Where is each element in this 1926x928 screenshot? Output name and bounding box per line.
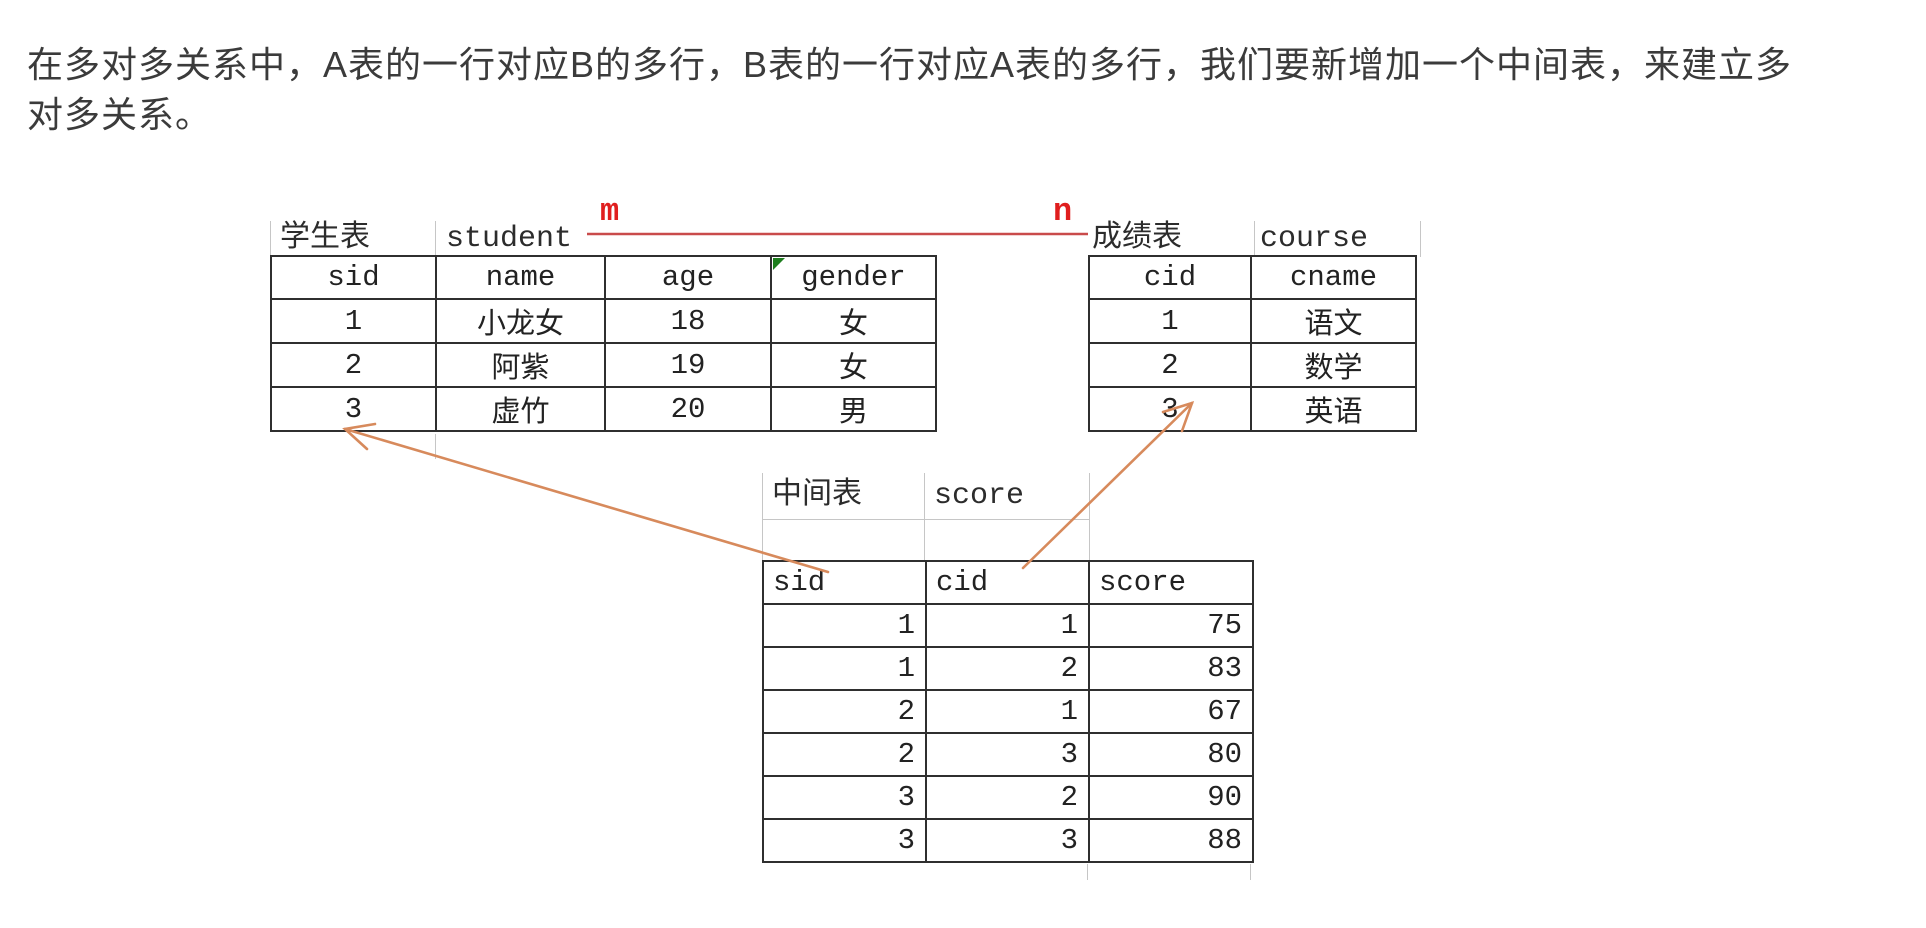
middle-header-row: sid cid score xyxy=(762,560,1254,605)
table-cell: 数学 xyxy=(1250,342,1417,388)
table-cell: 67 xyxy=(1088,689,1254,734)
gridline-tick xyxy=(435,434,436,459)
column-header: cname xyxy=(1250,255,1417,300)
table-row: 2 3 80 xyxy=(762,732,1254,777)
table-cell: 1 xyxy=(925,689,1090,734)
table-cell: 20 xyxy=(604,386,772,432)
middle-table-label-en: score xyxy=(934,479,1025,513)
relation-n-label: n xyxy=(1053,193,1073,230)
table-cell: 小龙女 xyxy=(435,298,606,344)
gridline-tick xyxy=(1087,864,1088,880)
column-header: name xyxy=(435,255,606,300)
column-header: score xyxy=(1088,560,1254,605)
table-cell: 虚竹 xyxy=(435,386,606,432)
table-cell: 88 xyxy=(1088,818,1254,863)
column-header: gender xyxy=(770,255,937,300)
gridline-tick xyxy=(1250,864,1251,880)
table-cell: 3 xyxy=(925,818,1090,863)
middle-table: sid cid score 1 1 75 1 2 83 2 1 67 2 3 8… xyxy=(762,560,1254,863)
course-header-row: cid cname xyxy=(1088,255,1417,300)
column-header: sid xyxy=(762,560,927,605)
table-cell: 1 xyxy=(270,298,437,344)
table-cell: 1 xyxy=(762,603,927,648)
column-header: sid xyxy=(270,255,437,300)
table-cell: 90 xyxy=(1088,775,1254,820)
table-cell: 18 xyxy=(604,298,772,344)
table-cell: 英语 xyxy=(1250,386,1417,432)
student-header-row: sid name age gender xyxy=(270,255,937,300)
table-row: 3 英语 xyxy=(1088,386,1417,432)
table-row: 2 数学 xyxy=(1088,342,1417,388)
column-header: cid xyxy=(1088,255,1252,300)
table-row: 3 2 90 xyxy=(762,775,1254,820)
table-row: 1 语文 xyxy=(1088,298,1417,344)
table-cell: 3 xyxy=(925,732,1090,777)
column-header: cid xyxy=(925,560,1090,605)
relation-m-label: m xyxy=(600,193,620,230)
table-cell: 女 xyxy=(770,298,937,344)
course-table-label-cn: 成绩表 xyxy=(1088,221,1255,257)
table-cell: 3 xyxy=(270,386,437,432)
table-cell: 3 xyxy=(762,775,927,820)
table-cell: 1 xyxy=(1088,298,1252,344)
table-cell: 2 xyxy=(1088,342,1252,388)
gridline-tick xyxy=(763,519,1089,520)
course-table: cid cname 1 语文 2 数学 3 英语 xyxy=(1088,255,1417,432)
table-row: 3 3 88 xyxy=(762,818,1254,863)
table-cell: 83 xyxy=(1088,646,1254,691)
arrow-to-student-sid-3 xyxy=(342,422,830,574)
table-cell: 男 xyxy=(770,386,937,432)
table-cell: 2 xyxy=(762,689,927,734)
table-cell: 19 xyxy=(604,342,772,388)
table-cell: 1 xyxy=(925,603,1090,648)
middle-table-label-box: 中间表 score xyxy=(762,473,1090,561)
table-cell: 3 xyxy=(762,818,927,863)
table-cell: 2 xyxy=(762,732,927,777)
gridline-tick xyxy=(924,473,925,561)
table-cell: 2 xyxy=(270,342,437,388)
table-cell: 75 xyxy=(1088,603,1254,648)
student-table-label-en: student xyxy=(435,221,611,257)
column-header: age xyxy=(604,255,772,300)
table-cell: 语文 xyxy=(1250,298,1417,344)
table-cell: 女 xyxy=(770,342,937,388)
student-table-label-cn: 学生表 xyxy=(270,221,445,257)
table-row: 2 阿紫 19 女 xyxy=(270,342,937,388)
table-row: 1 2 83 xyxy=(762,646,1254,691)
table-cell: 3 xyxy=(1088,386,1252,432)
table-cell: 2 xyxy=(925,775,1090,820)
student-table: sid name age gender 1 小龙女 18 女 2 阿紫 19 女… xyxy=(270,255,937,432)
middle-table-label-cn: 中间表 xyxy=(772,479,862,513)
course-table-label-en: course xyxy=(1250,221,1421,257)
table-row: 3 虚竹 20 男 xyxy=(270,386,937,432)
paragraph-line-2: 对多关系。 xyxy=(27,94,213,135)
table-row: 1 小龙女 18 女 xyxy=(270,298,937,344)
paragraph-line-1: 在多对多关系中，A表的一行对应B的多行，B表的一行对应A表的多行，我们要新增加一… xyxy=(27,44,1793,85)
table-cell: 1 xyxy=(762,646,927,691)
table-row: 2 1 67 xyxy=(762,689,1254,734)
table-row: 1 1 75 xyxy=(762,603,1254,648)
table-cell: 2 xyxy=(925,646,1090,691)
table-cell: 阿紫 xyxy=(435,342,606,388)
table-cell: 80 xyxy=(1088,732,1254,777)
